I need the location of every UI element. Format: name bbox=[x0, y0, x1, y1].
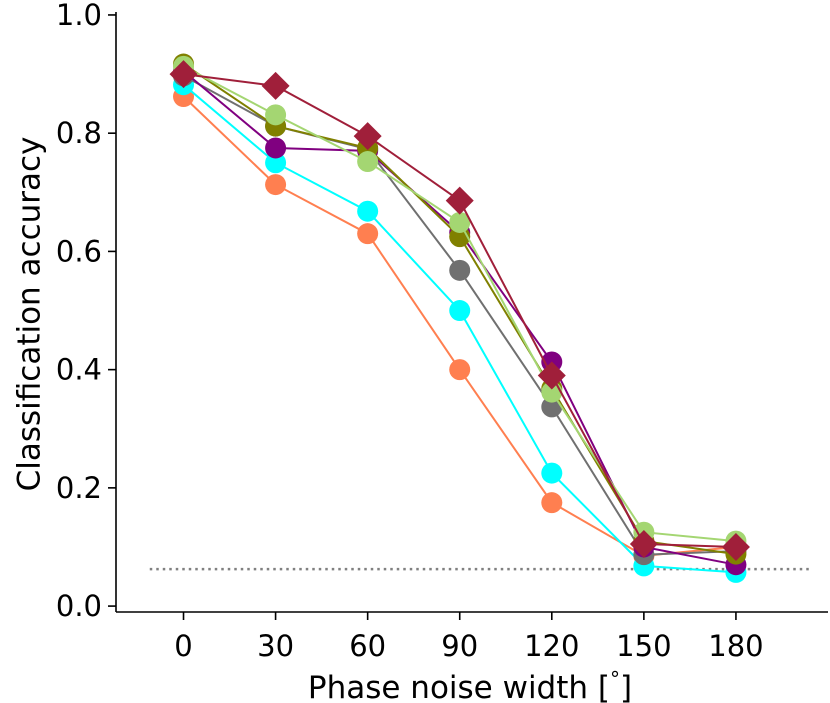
x-axis-title-unit: ° bbox=[610, 667, 620, 691]
series-salmon-point bbox=[541, 492, 563, 514]
series-crimson bbox=[169, 60, 750, 561]
series-crimson-point bbox=[353, 122, 382, 151]
x-axis-title: Phase noise width [°] bbox=[308, 667, 632, 703]
series-salmon-point bbox=[449, 359, 471, 381]
series-crimson-point bbox=[537, 361, 566, 390]
y-tick-label: 0.2 bbox=[56, 471, 102, 505]
x-tick-label: 0 bbox=[174, 629, 192, 663]
series-layer bbox=[169, 53, 750, 583]
y-axis-title: Classification accuracy bbox=[12, 137, 48, 492]
x-tick-label: 60 bbox=[349, 629, 386, 663]
series-crimson-point bbox=[445, 186, 474, 215]
x-tick-label: 180 bbox=[708, 629, 763, 663]
series-salmon-point bbox=[265, 174, 287, 196]
series-crimson-point bbox=[169, 60, 198, 89]
y-tick-label: 0.6 bbox=[56, 234, 102, 268]
y-tick-label: 1.0 bbox=[56, 0, 102, 32]
series-gray-point bbox=[449, 259, 471, 281]
series-cyan-point bbox=[357, 200, 379, 222]
series-lightgreen-point bbox=[357, 151, 379, 173]
series-cyan-point bbox=[541, 462, 563, 484]
series-lightgreen-point bbox=[449, 211, 471, 233]
y-tick-label: 0.0 bbox=[56, 589, 102, 623]
series-cyan bbox=[173, 74, 747, 583]
series-cyan-point bbox=[265, 152, 287, 174]
x-tick-label: 150 bbox=[616, 629, 671, 663]
series-crimson-point bbox=[261, 71, 290, 100]
series-lightgreen-point bbox=[265, 104, 287, 126]
x-tick-label: 30 bbox=[257, 629, 294, 663]
series-crimson-point bbox=[629, 530, 658, 559]
axes: 0.0 0.2 0.4 0.6 0.8 1.0 0 30 60 90 120 150 180 bbox=[56, 0, 828, 663]
series-crimson-point bbox=[721, 532, 750, 561]
y-tick-label: 0.4 bbox=[56, 353, 102, 387]
y-tick-label: 0.8 bbox=[56, 116, 102, 150]
x-tick-label: 120 bbox=[524, 629, 579, 663]
x-axis-title-text: Phase noise width [ bbox=[308, 670, 610, 703]
series-purple-point bbox=[265, 137, 287, 159]
series-cyan-point bbox=[449, 300, 471, 322]
x-tick-label: 90 bbox=[441, 629, 478, 663]
series-salmon bbox=[173, 86, 747, 567]
x-axis-title-end: ] bbox=[620, 670, 632, 703]
series-salmon-point bbox=[357, 223, 379, 245]
